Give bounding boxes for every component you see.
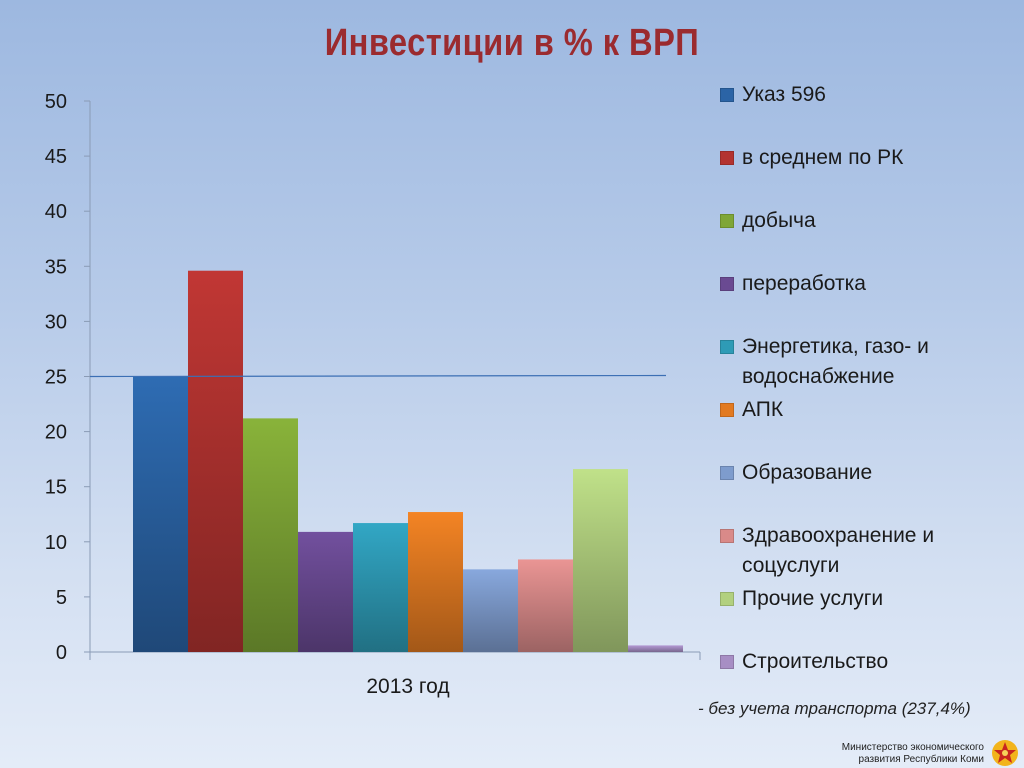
coat-of-arms-icon bbox=[992, 740, 1018, 766]
bar-4 bbox=[298, 531, 353, 652]
ministry-line-1: Министерство экономического bbox=[841, 742, 984, 753]
bar-9 bbox=[573, 469, 628, 652]
legend-label: Прочие услуги bbox=[742, 584, 883, 614]
y-tick-label: 20 bbox=[45, 422, 67, 444]
bar-1 bbox=[133, 376, 188, 652]
bar-2 bbox=[188, 270, 243, 652]
legend-label-line: водоснабжение bbox=[742, 365, 895, 388]
legend-label-line: Образование bbox=[742, 461, 873, 484]
bar-chart: 0 5 10 15 20 25 30 35 40 45 50 2013 год bbox=[45, 91, 701, 698]
legend-label-line: Прочие услуги bbox=[742, 587, 884, 610]
y-tick-label: 45 bbox=[45, 146, 67, 168]
legend-swatch bbox=[720, 88, 734, 102]
reference-line bbox=[89, 374, 667, 378]
bar-10 bbox=[628, 645, 683, 652]
legend-label: в среднем по РК bbox=[742, 143, 903, 173]
legend-swatch bbox=[720, 214, 734, 228]
legend-item: Строительство bbox=[720, 647, 1010, 677]
legend-label: АПК bbox=[742, 395, 783, 425]
y-tick-label: 30 bbox=[45, 311, 67, 333]
legend-label-line: АПК bbox=[742, 398, 784, 421]
bar-6 bbox=[408, 512, 463, 652]
legend-item: Здравоохранение и соцуслуги bbox=[720, 521, 1010, 581]
legend-label-line: в среднем по РК bbox=[742, 146, 904, 169]
legend-swatch bbox=[720, 592, 734, 606]
legend-label: переработка bbox=[742, 269, 866, 299]
legend-label-line: переработка bbox=[742, 272, 866, 295]
chart-title: Инвестиции в % к ВРП bbox=[324, 22, 700, 64]
legend-item: Указ 596 bbox=[720, 80, 1010, 110]
legend-swatch bbox=[720, 403, 734, 417]
legend-item: Прочие услуги bbox=[720, 584, 1010, 614]
legend-item: добыча bbox=[720, 206, 1010, 236]
bar-3 bbox=[243, 418, 298, 652]
legend-label-line: соцуслуги bbox=[742, 554, 840, 577]
legend-label: Здравоохранение и соцуслуги bbox=[742, 521, 934, 581]
legend-label-line: Энергетика, газо- и bbox=[742, 335, 929, 358]
y-tick-label: 40 bbox=[45, 201, 67, 223]
legend-item: в среднем по РК bbox=[720, 143, 1010, 173]
legend-swatch bbox=[720, 151, 734, 165]
legend-item: переработка bbox=[720, 269, 1010, 299]
legend-item: Образование bbox=[720, 458, 1010, 488]
x-category-label: 2013 год bbox=[366, 675, 449, 698]
ministry-line-2: развития Республики Коми bbox=[858, 754, 984, 765]
y-tick-label: 35 bbox=[45, 256, 67, 278]
legend-label-line: Строительство bbox=[742, 650, 889, 673]
legend-label-line: добыча bbox=[742, 209, 816, 232]
legend-label: Энергетика, газо- и водоснабжение bbox=[742, 332, 929, 392]
y-tick-label: 5 bbox=[56, 587, 67, 609]
footnote: - без учета транспорта (237,4%) bbox=[698, 699, 971, 718]
y-tick-label: 0 bbox=[56, 642, 67, 664]
y-tick-label: 50 bbox=[45, 91, 67, 113]
legend-label-line: Указ 596 bbox=[742, 83, 826, 106]
y-tick-label: 15 bbox=[45, 477, 67, 499]
bar-8 bbox=[518, 559, 573, 652]
bar-5 bbox=[353, 523, 408, 652]
legend-label: Образование bbox=[742, 458, 872, 488]
legend-label: Указ 596 bbox=[742, 80, 826, 110]
legend-swatch bbox=[720, 655, 734, 669]
y-tick-label: 25 bbox=[45, 367, 67, 389]
legend-label: добыча bbox=[742, 206, 816, 236]
legend-label: Строительство bbox=[742, 647, 888, 677]
legend-label-line: Здравоохранение и bbox=[742, 524, 935, 547]
legend-swatch bbox=[720, 340, 734, 354]
legend-swatch bbox=[720, 529, 734, 543]
bar-7 bbox=[463, 569, 518, 652]
legend-item: АПК bbox=[720, 395, 1010, 425]
legend-item: Энергетика, газо- и водоснабжение bbox=[720, 332, 1010, 392]
legend-swatch bbox=[720, 466, 734, 480]
ministry-name: Министерство экономического развития Рес… bbox=[820, 742, 984, 766]
legend-swatch bbox=[720, 277, 734, 291]
y-tick-label: 10 bbox=[45, 532, 67, 554]
